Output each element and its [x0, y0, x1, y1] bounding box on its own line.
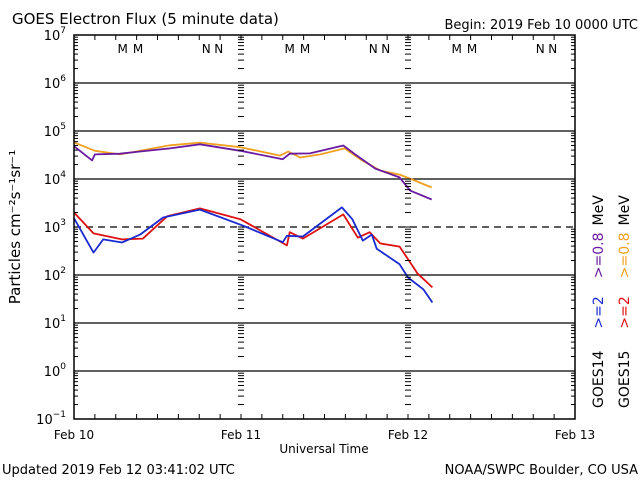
x-axis: Feb 10 Feb 11 Feb 12 Feb 13 — [54, 35, 595, 442]
updated-timestamp: Updated 2019 Feb 12 03:41:02 UTC — [2, 463, 235, 478]
y-tick-label: 103 — [44, 218, 66, 236]
y-tick-exponent: 0 — [60, 362, 66, 372]
event-marker-N: N — [214, 42, 223, 56]
y-tick-exponent: 2 — [60, 266, 66, 276]
legend-row: GOES15 >=2 >=0.8 MeV — [617, 195, 633, 408]
event-marker-M: M — [118, 42, 128, 56]
x-tick-label: Feb 10 — [54, 428, 94, 442]
event-marker-M: M — [300, 42, 310, 56]
event-marker-N: N — [369, 42, 378, 56]
legend: GOES14 >=2 >=0.8 MeV GOES15 >=2 >=0.8 MeV — [591, 195, 633, 408]
y-tick-label: 102 — [44, 266, 66, 284]
legend-entry: >=0.8 — [617, 232, 633, 278]
y-tick-label: 101 — [44, 314, 66, 332]
event-marker-N: N — [536, 42, 545, 56]
x-axis-label: Universal Time — [279, 442, 368, 456]
y-axis-label: Particles cm⁻²s⁻¹sr⁻¹ — [6, 150, 24, 304]
legend-entry: >=0.8 — [591, 232, 607, 278]
event-marker-N: N — [202, 42, 211, 56]
begin-time: Begin: 2019 Feb 10 0000 UTC — [444, 18, 638, 33]
y-tick-label: 107 — [44, 26, 66, 44]
y-tick-exponent: 3 — [60, 218, 66, 228]
chart-title: GOES Electron Flux (5 minute data) — [12, 10, 279, 28]
series-line-goes15-2-mev — [73, 207, 434, 289]
series-line-goes14-2-mev — [73, 206, 434, 304]
x-tick-label: Feb 12 — [388, 428, 428, 442]
legend-entry: >=2 — [617, 296, 633, 328]
y-tick-label: 10−1 — [36, 410, 66, 428]
legend-entry: GOES15 — [617, 351, 633, 408]
y-tick-label: 106 — [44, 74, 67, 92]
y-tick-label: 104 — [44, 170, 67, 188]
y-tick-exponent: 5 — [60, 122, 66, 132]
y-tick-label: 105 — [44, 122, 66, 140]
event-marker-N: N — [548, 42, 557, 56]
event-marker-M: M — [285, 42, 295, 56]
event-marker-M: M — [133, 42, 143, 56]
series-lines — [73, 141, 434, 304]
legend-entry: >=2 — [591, 296, 607, 328]
series-line-goes15-0-8-mev — [73, 141, 433, 189]
y-tick-exponent: 7 — [60, 26, 66, 36]
y-tick-exponent: 4 — [60, 170, 66, 180]
event-marker-M: M — [467, 42, 477, 56]
x-tick-label: Feb 11 — [221, 428, 261, 442]
credit: NOAA/SWPC Boulder, CO USA — [445, 463, 638, 478]
legend-entry: MeV — [617, 195, 633, 226]
legend-row: GOES14 >=2 >=0.8 MeV — [591, 195, 607, 408]
event-marker-M: M — [452, 42, 462, 56]
series-line-goes14-0-8-mev — [73, 143, 433, 201]
y-tick-label: 100 — [44, 362, 67, 380]
legend-entry: GOES14 — [591, 350, 607, 408]
event-marker-N: N — [381, 42, 390, 56]
grid — [74, 82, 575, 372]
y-tick-exponent: 6 — [60, 74, 66, 84]
legend-entry: MeV — [591, 195, 607, 226]
y-tick-exponent: 1 — [60, 314, 66, 324]
y-tick-exponent: −1 — [53, 410, 66, 420]
x-tick-label: Feb 13 — [555, 428, 595, 442]
